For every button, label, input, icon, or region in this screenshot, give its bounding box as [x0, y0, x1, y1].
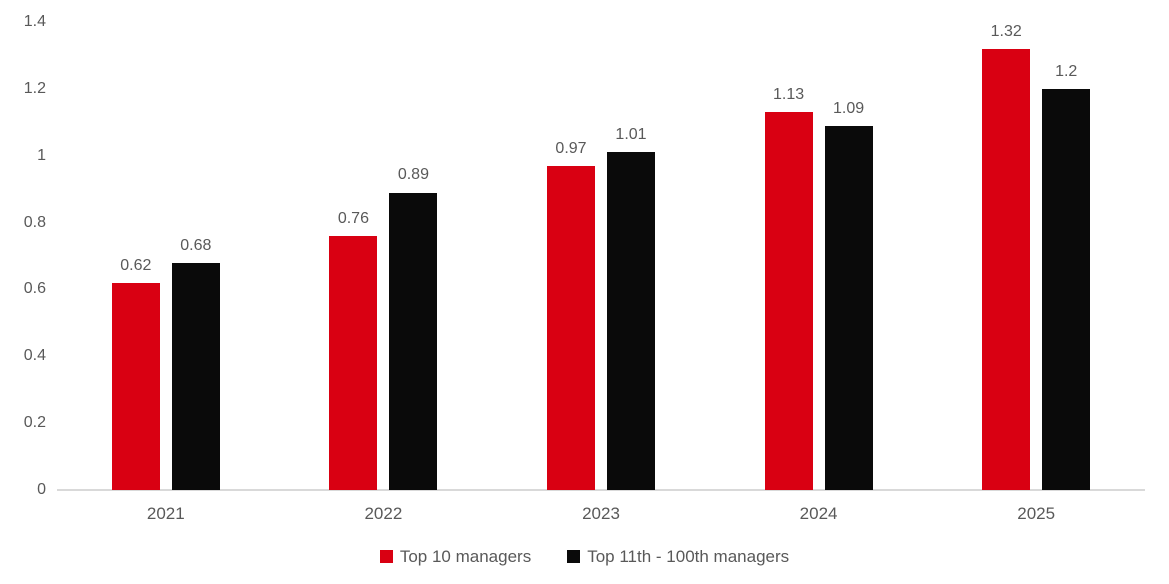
- x-tick-label: 2025: [1017, 504, 1056, 523]
- bar-value-label: 1.2: [1055, 62, 1078, 80]
- bar: [111, 282, 160, 490]
- y-axis: 0 0.2 0.4 0.6 0.8 1 1.2 1.4: [0, 14, 46, 498]
- y-tick-label: 0.2: [23, 414, 46, 432]
- bar: [547, 165, 595, 490]
- plot-area: 0.62 0.68 0.76 0.89 0.97 1.01 1.13 1.09 1.32 1.2: [57, 22, 1145, 491]
- bar-value-label: 1.09: [833, 99, 865, 117]
- bar-value-label: 0.68: [180, 236, 212, 254]
- x-tick-label: 2021: [146, 504, 185, 523]
- bar: [171, 262, 220, 490]
- legend-label: Top 11th - 100th managers: [587, 547, 790, 566]
- bar-value-label: 1.13: [773, 86, 805, 104]
- bar: [982, 48, 1031, 490]
- bar-value-label: 0.76: [337, 209, 369, 227]
- y-tick-label: 0: [37, 481, 46, 498]
- bar: [1042, 88, 1091, 490]
- legend-marker-square-icon: [567, 550, 581, 563]
- y-tick-label: 1.4: [23, 13, 46, 30]
- y-tick-label: 0.4: [23, 347, 46, 365]
- bar: [389, 192, 438, 490]
- bar: [824, 125, 873, 490]
- bar: [764, 112, 813, 490]
- y-tick-label: 1.2: [23, 79, 46, 97]
- legend-label: Top 10 managers: [399, 547, 532, 566]
- bar: [329, 235, 378, 490]
- legend-marker-square-icon: [379, 550, 393, 563]
- bar-value-label: 1.32: [990, 22, 1022, 40]
- bar-value-label: 0.97: [555, 139, 587, 157]
- y-tick-label: 0.6: [23, 280, 46, 298]
- legend: Top 10 managers Top 11th - 100th managers: [0, 548, 1169, 565]
- x-tick-label: 2023: [582, 504, 620, 523]
- x-tick-label: 2022: [364, 504, 403, 523]
- y-tick-label: 0.8: [23, 213, 46, 231]
- x-tick-label: 2024: [799, 504, 838, 523]
- legend-item: Top 11th - 100th managers: [567, 548, 789, 565]
- y-tick-label: 1: [37, 146, 46, 164]
- bar-value-label: 0.62: [120, 256, 152, 274]
- x-axis-line: [57, 489, 1145, 491]
- bar-value-label: 0.89: [397, 166, 429, 184]
- legend-item: Top 10 managers: [379, 547, 532, 566]
- bar-value-label: 1.01: [615, 126, 647, 144]
- bar: [607, 152, 655, 490]
